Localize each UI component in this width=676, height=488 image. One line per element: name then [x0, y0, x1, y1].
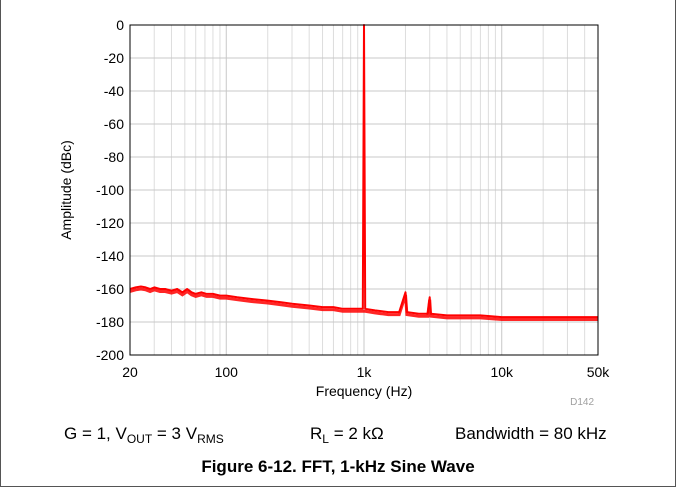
gain-text: G = 1, V	[64, 424, 127, 443]
rl-subscript: L	[322, 432, 329, 446]
y-tick-label: -40	[104, 83, 124, 99]
x-tick-label: 50k	[587, 364, 611, 380]
y-tick-label: -180	[96, 314, 124, 330]
y-tick-labels: 0 -20 -40 -60 -80 -100 -120 -140 -160 -180 -200	[96, 17, 124, 363]
vout-value: = 3 V	[152, 424, 198, 443]
bandwidth-condition: Bandwidth = 80 kHz	[455, 424, 607, 443]
load-condition: RL = 2 kΩ	[310, 424, 384, 446]
x-axis-label: Frequency (Hz)	[316, 383, 412, 399]
series-noise-band	[129, 287, 598, 321]
y-tick-label: -120	[96, 215, 124, 231]
y-tick-label: -20	[104, 50, 124, 66]
x-tick-label: 1k	[357, 364, 373, 380]
x-tick-labels: 20 100 1k 10k 50k	[122, 364, 610, 380]
y-tick-label: -140	[96, 248, 124, 264]
series-layer	[129, 24, 598, 321]
rl-text: R	[310, 424, 323, 443]
y-tick-label: -160	[96, 281, 124, 297]
y-tick-label: -80	[104, 149, 124, 165]
series-line	[129, 24, 598, 319]
x-tick-label: 20	[122, 364, 138, 380]
x-tick-label: 100	[215, 364, 239, 380]
vout-subscript: OUT	[126, 432, 153, 446]
figure-caption: Figure 6-12. FFT, 1-kHz Sine Wave	[201, 457, 475, 476]
figure-code: D142	[570, 397, 594, 408]
y-tick-label: -200	[96, 347, 124, 363]
rl-value: = 2 kΩ	[328, 424, 384, 443]
x-tick-label: 10k	[490, 364, 514, 380]
y-tick-label: -100	[96, 182, 124, 198]
rms-subscript: RMS	[197, 432, 224, 446]
y-axis-label: Amplitude (dBc)	[58, 140, 74, 240]
y-tick-label: -60	[104, 116, 124, 132]
gain-vout-condition: G = 1, VOUT = 3 VRMS	[64, 424, 224, 446]
plot-border	[129, 24, 599, 356]
y-tick-label: 0	[116, 17, 124, 33]
fft-chart: 0 -20 -40 -60 -80 -100 -120 -140 -160 -180 -200 20…	[58, 17, 610, 408]
